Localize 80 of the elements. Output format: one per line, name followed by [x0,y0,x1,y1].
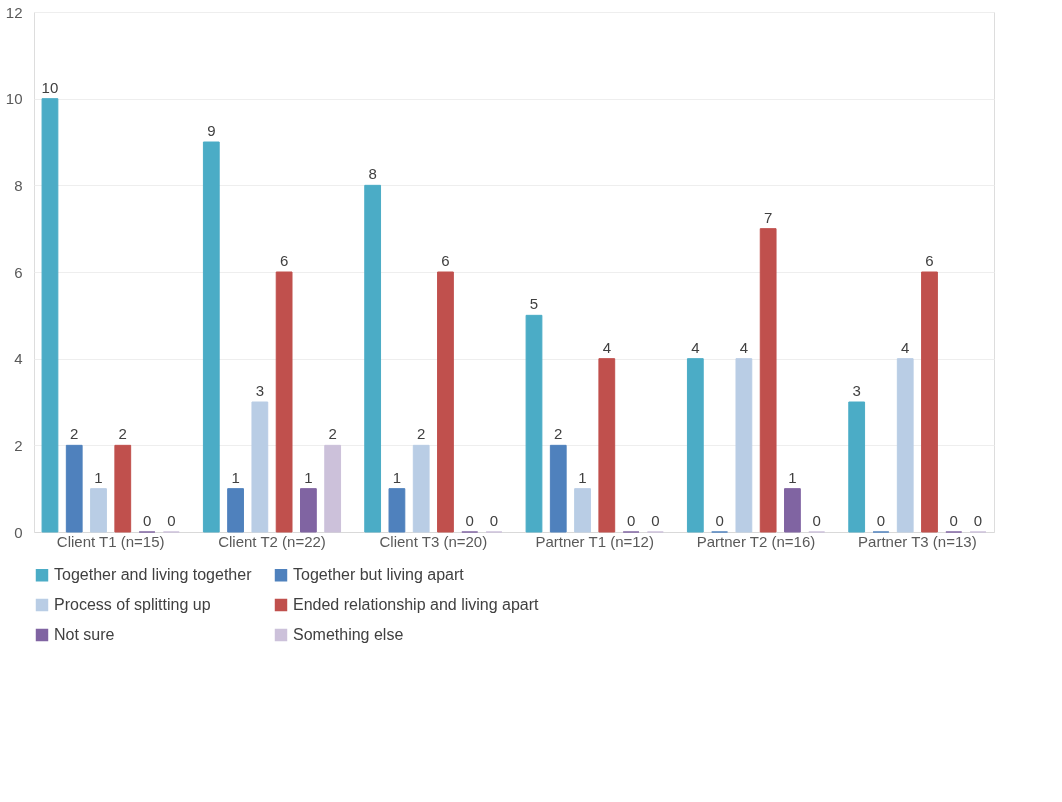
bar [848,401,866,533]
data-label: 2 [70,425,79,443]
bar [574,488,591,533]
legend-label: Process of splitting up [54,596,211,613]
legend-label: Something else [293,626,404,643]
data-label: 1 [94,468,103,486]
data-label: 1 [578,468,587,486]
bar [90,488,107,533]
y-tick-label: 4 [14,350,23,368]
data-label: 0 [142,512,152,529]
bar [114,444,132,533]
data-label: 4 [691,338,700,356]
bar [65,444,83,533]
data-label: 0 [167,512,176,529]
bar [735,358,753,533]
data-label: 3 [852,382,861,399]
x-tick-label: Partner T2 (n=16) [696,532,816,550]
data-label: 6 [441,252,450,269]
data-label: 2 [118,425,127,443]
y-tick-label: 0 [14,523,23,541]
legend-label: Ended relationship and living apart [293,596,540,613]
bar [202,141,220,533]
data-label: 0 [465,512,474,529]
bar [686,358,704,533]
data-label: 0 [489,512,499,529]
data-label: 0 [973,512,983,529]
legend-label: Together and living together [54,566,253,584]
x-tick-label: Partner T1 (n=12) [535,532,654,550]
data-label: 7 [763,208,773,226]
data-label: 0 [812,512,821,529]
data-label: 3 [255,382,265,399]
x-tick-label: Partner T3 (n=13) [858,532,977,550]
data-label: 4 [602,338,611,356]
bar [759,228,777,533]
x-tick-label: Client T1 (n=15) [56,532,165,550]
data-label: 2 [417,425,426,443]
data-label: 6 [925,252,934,269]
bar [324,444,342,533]
data-label: 1 [392,468,402,486]
x-tick-label: Client T3 (n=20) [379,532,488,550]
bar [549,444,567,533]
y-tick-label: 6 [14,263,23,281]
legend-label: Not sure [54,626,115,643]
legend-label: Together but living apart [293,566,465,584]
bar [412,444,430,533]
bar [784,488,801,533]
bar [275,271,293,533]
data-label: 10 [41,78,59,96]
bar [388,488,406,533]
data-label: 5 [529,295,539,313]
data-label: 8 [368,165,377,183]
bar [437,271,454,533]
data-label: 0 [876,512,886,529]
bar [896,358,914,533]
data-label: 1 [788,468,797,486]
y-tick-label: 10 [5,90,23,108]
bar [300,488,317,533]
y-tick-label: 12 [5,3,23,21]
data-label: 2 [328,425,337,443]
y-tick-label: 8 [14,176,23,194]
data-label: 1 [231,468,240,486]
data-label: 2 [554,425,563,443]
bar [364,184,382,533]
bar [227,488,244,533]
y-tick-label: 2 [14,436,23,454]
bar [921,271,938,533]
data-label: 4 [739,338,749,356]
data-label: 0 [715,512,724,529]
data-label: 1 [304,468,313,486]
x-tick-label: Client T2 (n=22) [218,532,326,550]
data-label: 0 [651,512,660,529]
bar [251,401,269,533]
data-label: 0 [626,512,636,529]
data-label: 4 [901,338,910,356]
data-label: 0 [949,512,958,529]
bar [525,314,543,533]
data-label: 9 [207,122,216,139]
bar [598,358,616,533]
bar [41,98,59,533]
data-label: 6 [279,252,289,269]
